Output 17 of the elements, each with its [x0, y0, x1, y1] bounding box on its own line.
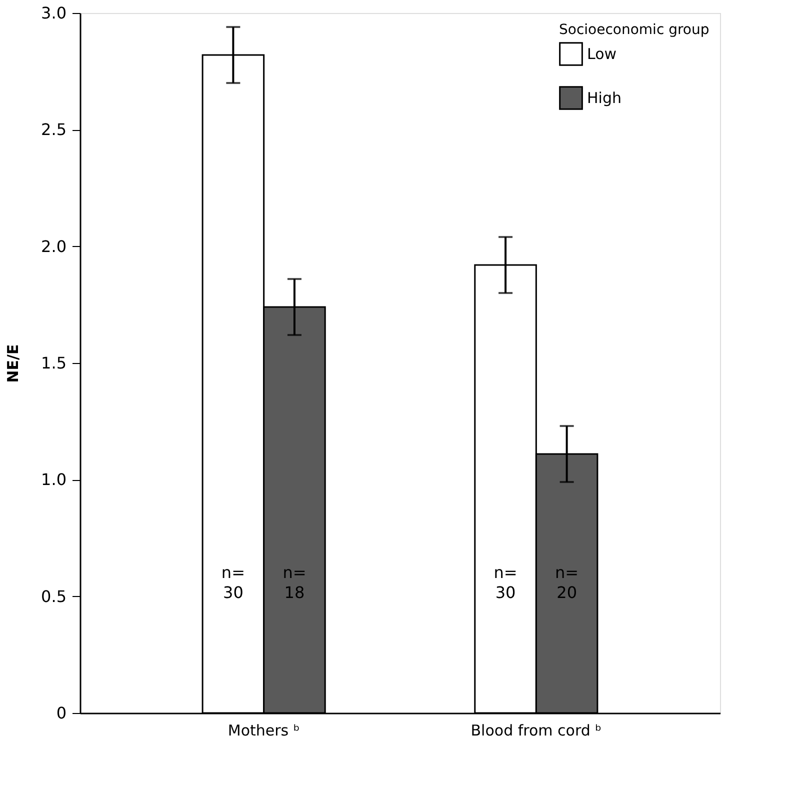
- y-axis-title: NE/E: [4, 344, 22, 383]
- x-tick-label: Mothers ᵇ: [228, 722, 300, 740]
- legend-label: Low: [587, 45, 617, 63]
- y-tick-label: 2.0: [41, 236, 66, 256]
- y-tick-label: 1.5: [41, 354, 66, 372]
- y-tick-label: 1.0: [41, 470, 66, 490]
- annotation: n= 18: [282, 563, 306, 602]
- annotation: n= 30: [494, 563, 518, 602]
- annotation: n= 30: [221, 563, 245, 602]
- y-tick-label: 3.0: [41, 4, 66, 22]
- y-tick-label: 2.5: [41, 120, 66, 140]
- legend-label: High: [587, 89, 622, 107]
- legend-title: Socioeconomic group: [559, 22, 710, 38]
- y-tick-label: 0.5: [41, 586, 66, 606]
- x-tick-label: Blood from cord ᵇ: [470, 722, 602, 740]
- y-tick-label: 0: [56, 704, 66, 722]
- annotation: n= 20: [555, 563, 579, 602]
